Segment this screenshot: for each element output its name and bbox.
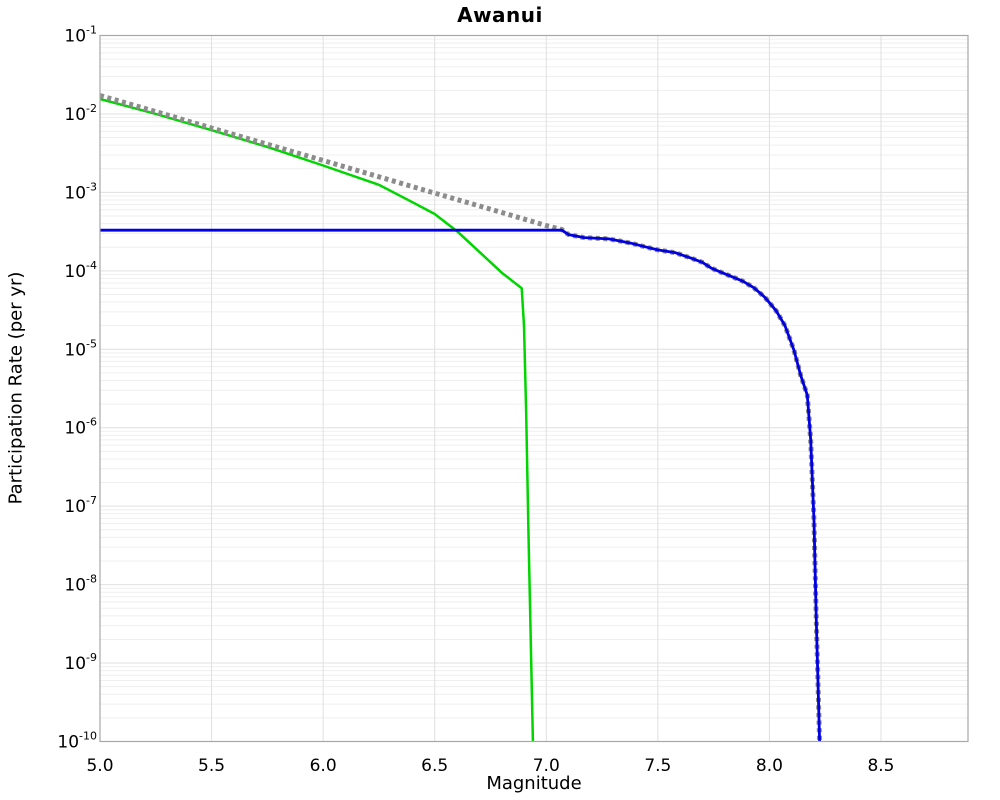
y-tick-label: 10-10 xyxy=(57,730,97,753)
series-green-solid-curve xyxy=(99,97,535,742)
chart-title: Awanui xyxy=(457,3,543,27)
y-tick-label: 10-3 xyxy=(64,180,97,203)
y-tick-label: 10-5 xyxy=(64,337,97,360)
plot-border xyxy=(99,34,969,743)
y-tick-label: 10-8 xyxy=(64,573,97,596)
x-tick-label: 8.0 xyxy=(756,756,783,776)
y-tick-label: 10-4 xyxy=(64,259,97,282)
x-tick-label: 5.0 xyxy=(86,756,113,776)
x-axis-label: Magnitude xyxy=(486,773,582,794)
x-tick-label: 7.0 xyxy=(533,756,560,776)
y-tick-label: 10-7 xyxy=(64,494,97,517)
x-tick-label: 6.5 xyxy=(421,756,448,776)
series-blue-solid-curve xyxy=(100,228,821,742)
x-tick-label: 8.5 xyxy=(867,756,894,776)
y-tick-label: 10-6 xyxy=(64,416,97,439)
y-tick-label: 10-1 xyxy=(64,24,97,47)
y-tick-label: 10-2 xyxy=(64,102,97,125)
gridlines xyxy=(99,35,968,742)
x-tick-label: 6.0 xyxy=(310,756,337,776)
x-tick-label: 7.5 xyxy=(644,756,671,776)
y-tick-label: 10-9 xyxy=(64,651,97,674)
x-tick-label: 5.5 xyxy=(198,756,225,776)
y-axis-label: Participation Rate (per yr) xyxy=(5,271,27,505)
